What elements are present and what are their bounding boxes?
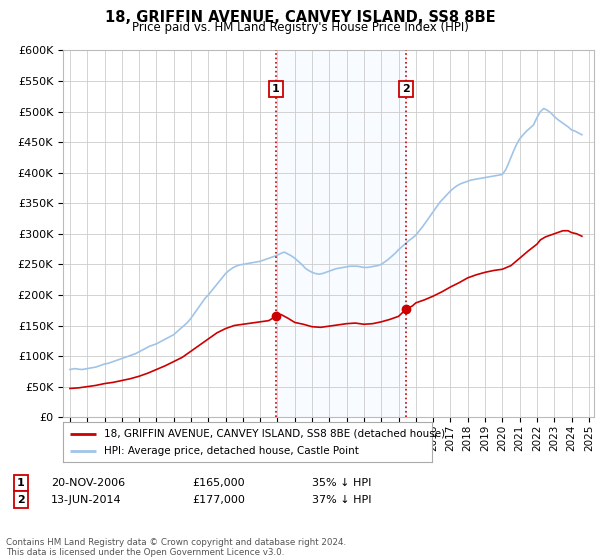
Text: 2: 2 <box>403 84 410 94</box>
Text: HPI: Average price, detached house, Castle Point: HPI: Average price, detached house, Cast… <box>104 446 358 456</box>
Bar <box>276 50 406 417</box>
Text: 20-NOV-2006: 20-NOV-2006 <box>51 478 125 488</box>
Text: Contains HM Land Registry data © Crown copyright and database right 2024.
This d: Contains HM Land Registry data © Crown c… <box>6 538 346 557</box>
Text: 18, GRIFFIN AVENUE, CANVEY ISLAND, SS8 8BE (detached house): 18, GRIFFIN AVENUE, CANVEY ISLAND, SS8 8… <box>104 429 445 439</box>
Text: 13-JUN-2014: 13-JUN-2014 <box>51 494 122 505</box>
Text: 1: 1 <box>17 478 25 488</box>
Text: 2: 2 <box>17 494 25 505</box>
Text: £165,000: £165,000 <box>192 478 245 488</box>
Text: 37% ↓ HPI: 37% ↓ HPI <box>312 494 371 505</box>
Text: 35% ↓ HPI: 35% ↓ HPI <box>312 478 371 488</box>
Text: 1: 1 <box>272 84 280 94</box>
Text: 18, GRIFFIN AVENUE, CANVEY ISLAND, SS8 8BE: 18, GRIFFIN AVENUE, CANVEY ISLAND, SS8 8… <box>104 10 496 25</box>
Text: £177,000: £177,000 <box>192 494 245 505</box>
Text: Price paid vs. HM Land Registry's House Price Index (HPI): Price paid vs. HM Land Registry's House … <box>131 21 469 34</box>
